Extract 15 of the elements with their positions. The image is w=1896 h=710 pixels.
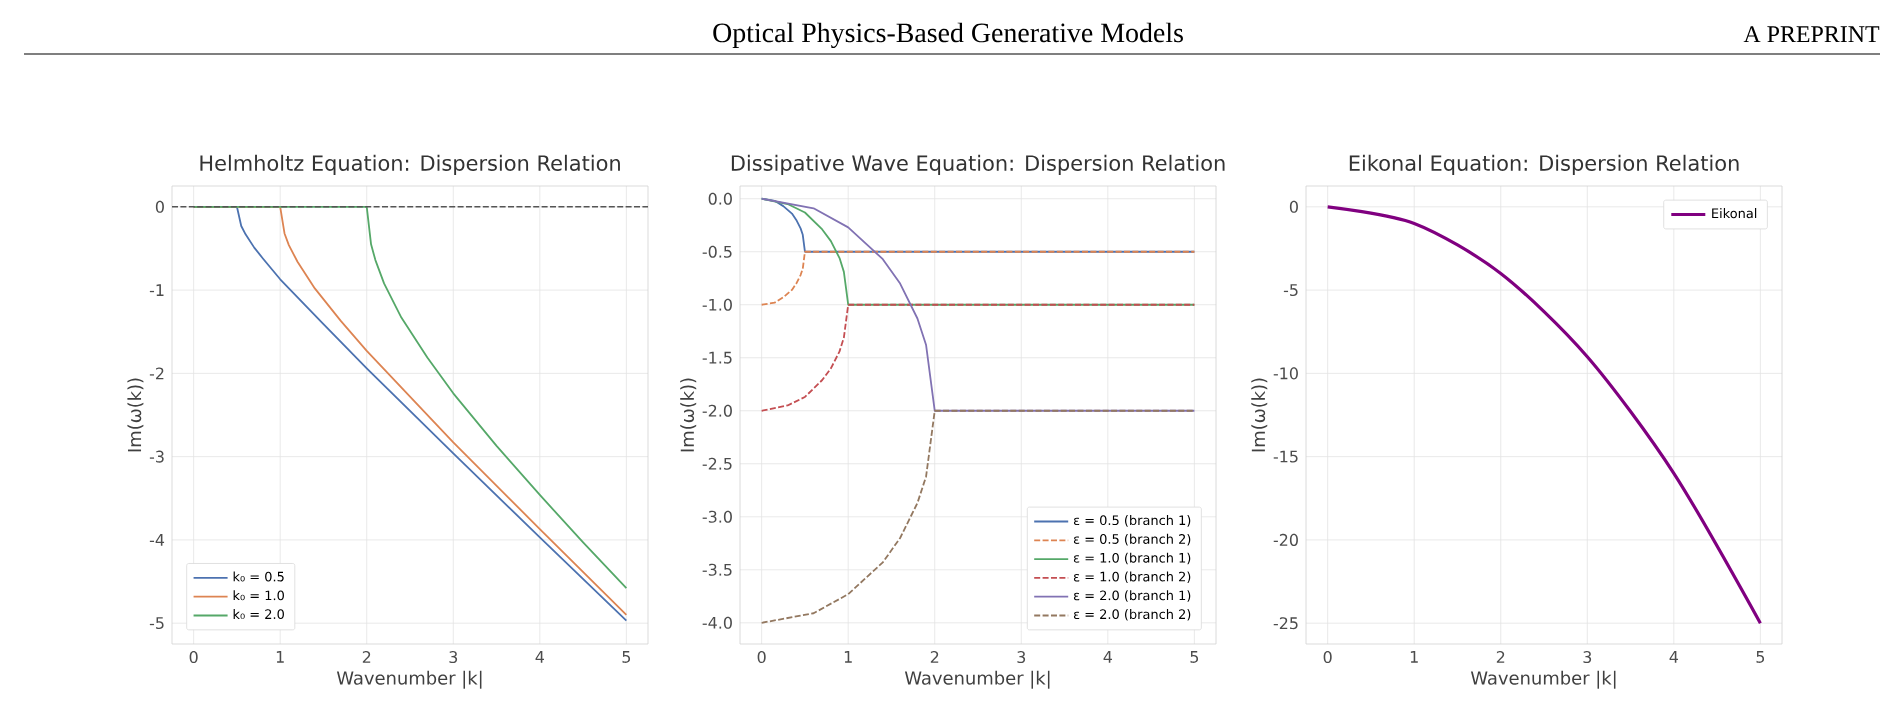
line-series: [760, 303, 1196, 412]
line-series: [1326, 205, 1762, 625]
chart-title: Eikonal Equation: Dispersion Relation: [1349, 154, 1739, 175]
line-series: [760, 250, 1196, 306]
text: Optical Physics-Based Generative Models: [713, 22, 1183, 49]
x-axis-title: Wavenumber |k|: [904, 670, 1050, 689]
chart-title: Helmholtz Equation: Dispersion Relation: [200, 154, 620, 175]
text: A PREPRINT: [1743, 26, 1880, 42]
y-axis-title: Im(ω(k)): [1251, 378, 1268, 452]
x-axis-title: Wavenumber |k|: [336, 670, 482, 689]
y-axis-title: Im(ω(k)): [127, 378, 144, 452]
y-axis-title: Im(ω(k)): [680, 378, 697, 452]
line-series: [760, 409, 1196, 624]
chart-title: Dissipative Wave Equation: Dispersion Relation: [731, 154, 1225, 175]
x-axis-title: Wavenumber |k|: [1470, 670, 1616, 689]
